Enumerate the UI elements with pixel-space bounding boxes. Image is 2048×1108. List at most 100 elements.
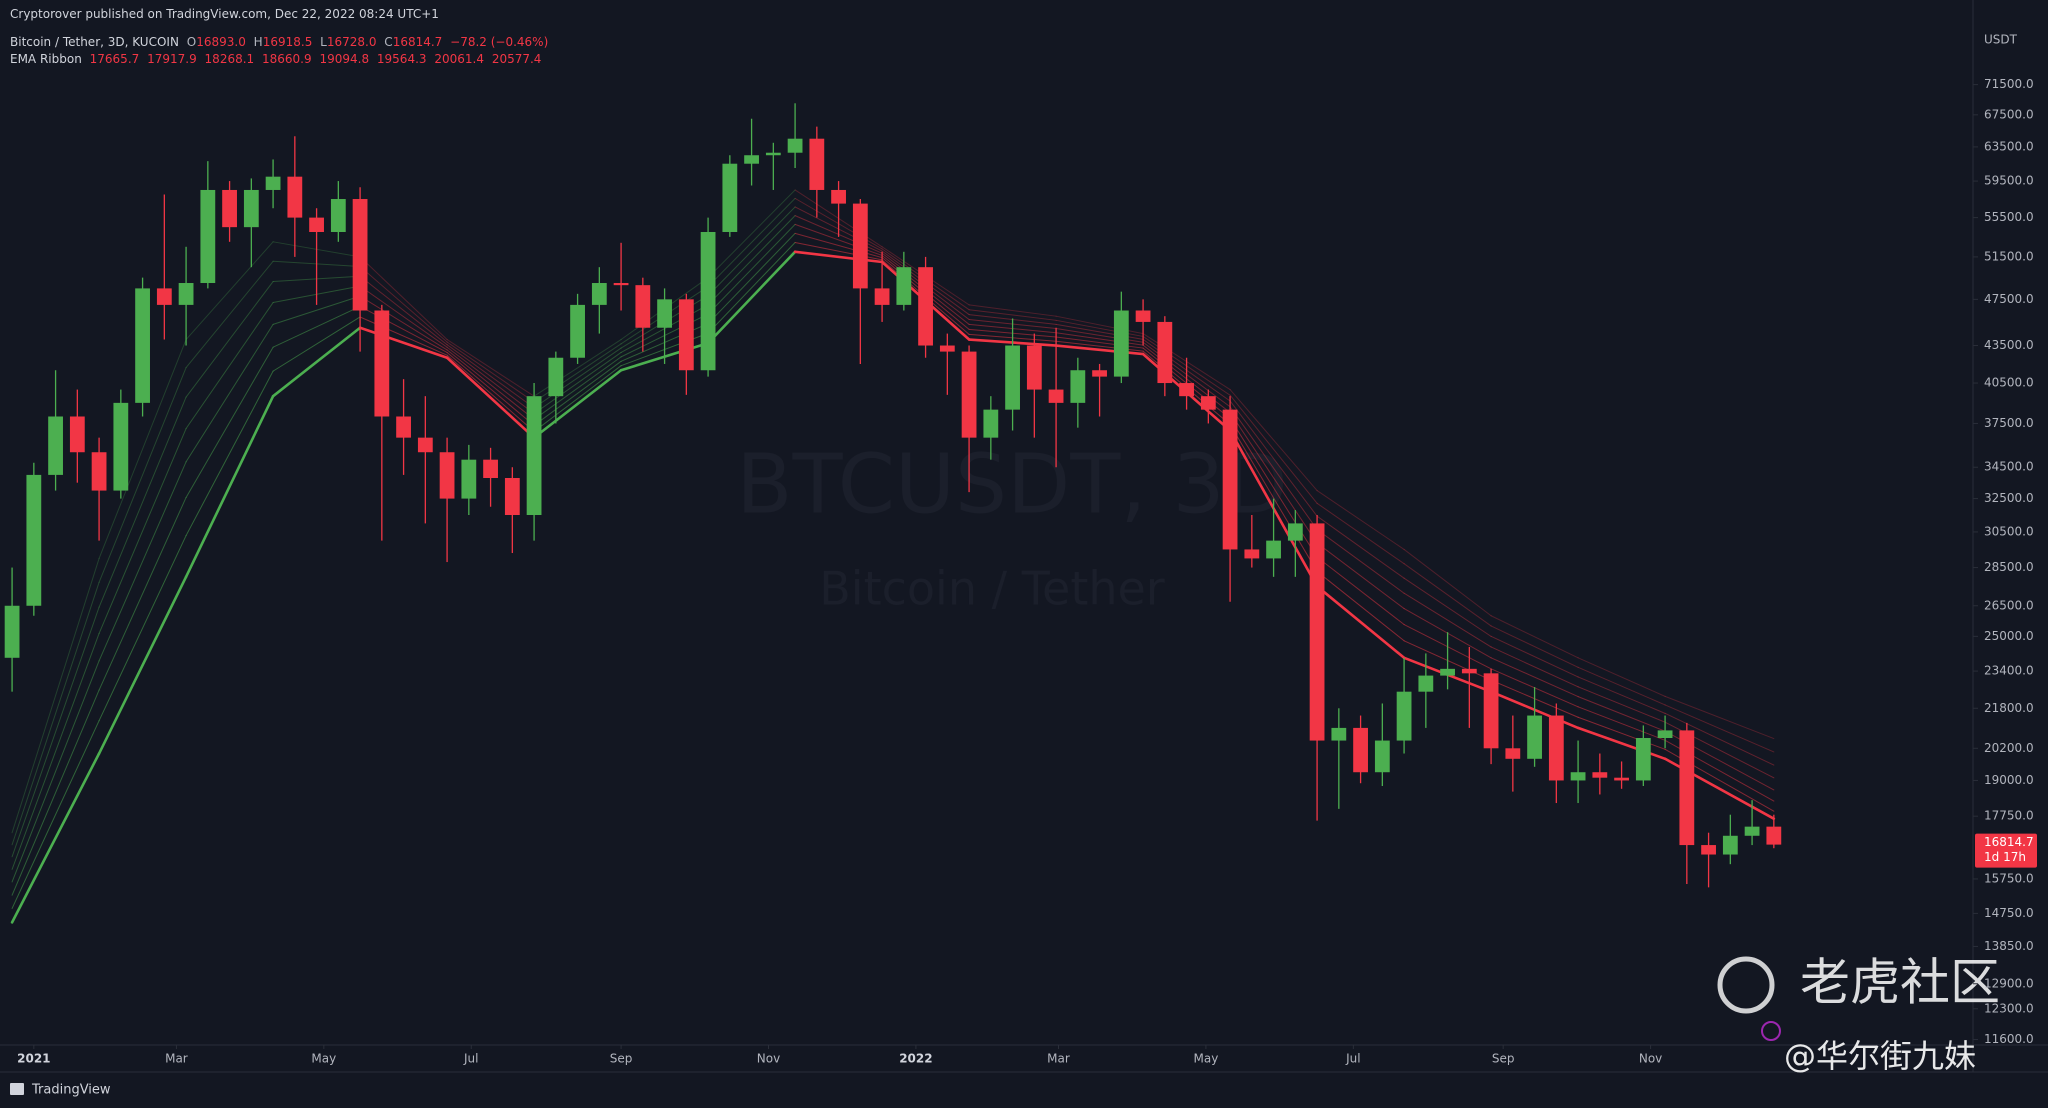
ema-ribbon-segment xyxy=(707,189,796,279)
ema-ribbon-segment xyxy=(707,206,796,297)
change: −78.2 (−0.46%) xyxy=(450,35,549,49)
candle-body xyxy=(287,176,303,218)
alert-icon[interactable] xyxy=(1761,1021,1781,1041)
ema-ribbon-segment xyxy=(707,215,796,306)
candle-body xyxy=(1744,826,1760,836)
ema-ribbon-segment xyxy=(359,256,448,341)
last-price: 16814.7 xyxy=(1984,835,2034,849)
ema-value: 20577.4 xyxy=(491,52,542,66)
publisher: Cryptorover published on TradingView.com… xyxy=(10,7,439,21)
ema-ribbon-segment xyxy=(446,354,535,432)
candle-body xyxy=(1222,409,1238,550)
ema-ribbon-segment xyxy=(10,752,101,924)
candle-body xyxy=(1135,310,1151,322)
ema-ribbon-segment xyxy=(185,370,274,537)
candle-body xyxy=(69,416,85,453)
ema-ribbon-segment xyxy=(98,367,187,583)
candle-body xyxy=(265,176,281,190)
candle-body xyxy=(1396,691,1412,741)
candle-body xyxy=(722,163,738,232)
ema-ribbon-segment xyxy=(1577,686,1666,723)
ema-ribbon-segment xyxy=(11,689,100,896)
y-tick-label: 25000.0 xyxy=(1984,629,2034,643)
ema-ribbon-segment xyxy=(1316,502,1405,565)
ema-ribbon-segment xyxy=(272,316,361,372)
y-tick-label: 12300.0 xyxy=(1984,1001,2034,1015)
ema-ribbon-segment xyxy=(185,241,274,341)
candle-body xyxy=(1157,321,1173,384)
candle-body xyxy=(1374,740,1390,773)
candle-body xyxy=(1113,310,1129,377)
ema-ribbon-segment xyxy=(11,660,100,883)
ema-ribbon-segment xyxy=(185,323,274,463)
candle-body xyxy=(48,416,63,475)
candle-body xyxy=(1092,370,1107,377)
y-tick-label: 32500.0 xyxy=(1984,491,2034,505)
ema-ribbon-segment xyxy=(1316,529,1405,594)
ema-ribbon-segment xyxy=(1490,646,1579,688)
x-tick-label: Jul xyxy=(1345,1052,1360,1066)
x-tick-label: Sep xyxy=(1492,1052,1515,1066)
candle-body xyxy=(787,138,803,153)
ema-value: 17917.9 xyxy=(147,52,197,66)
ema-ribbon-segment xyxy=(446,351,535,426)
ema-ribbon-segment xyxy=(1316,556,1405,626)
ema-ribbon-segment xyxy=(185,281,274,398)
ema-ribbon-segment xyxy=(533,347,622,409)
ema-ribbon-segment xyxy=(533,351,622,415)
y-tick-label: 26500.0 xyxy=(1984,598,2034,612)
ema-value: 18660.9 xyxy=(262,52,312,66)
ema-ribbon-segment xyxy=(1316,515,1405,579)
candle-body xyxy=(1614,777,1629,781)
ema-ribbon-segment xyxy=(1229,412,1318,544)
ema-ribbon-segment xyxy=(1490,625,1579,668)
ema-ribbon-segment xyxy=(706,250,797,345)
y-tick-label: 63500.0 xyxy=(1984,139,2034,153)
candle-body xyxy=(1766,826,1782,845)
ohlc-label: L xyxy=(320,35,327,49)
candle-body xyxy=(1461,668,1477,674)
watermark-symbol: BTCUSDT, 3D xyxy=(736,437,1288,532)
ema-ribbon-segment xyxy=(1229,400,1318,517)
ema-ribbon-segment xyxy=(1576,726,1667,761)
y-tick-label: 30500.0 xyxy=(1984,524,2034,538)
candle-body xyxy=(4,605,20,658)
candle-body xyxy=(1570,772,1586,781)
ema-ribbon-segment xyxy=(1403,563,1492,627)
ema-ribbon-segment xyxy=(1316,490,1405,550)
ema-ribbon-segment xyxy=(1316,542,1405,610)
ema-ribbon-segment xyxy=(446,341,535,403)
overlay-logo: 老虎社区 xyxy=(1800,954,2000,1012)
overlay-author: @华尔街九妹 xyxy=(1784,1037,1976,1075)
candle-body xyxy=(1179,383,1194,397)
candle-body xyxy=(26,474,42,606)
candle-body xyxy=(1679,730,1695,846)
candle-body xyxy=(831,189,846,204)
ema-ribbon-segment xyxy=(98,496,187,691)
candle-body xyxy=(1592,772,1608,778)
ohlc-value: 16893.0 xyxy=(196,35,246,49)
y-tick-label: 12900.0 xyxy=(1984,976,2034,990)
ema-ribbon-segment xyxy=(358,326,449,360)
y-tick-label: 59500.0 xyxy=(1984,174,2034,188)
ema-ribbon-segment xyxy=(98,535,187,722)
candle-body xyxy=(504,478,520,516)
candle-body xyxy=(1200,396,1216,410)
ema-ribbon-segment xyxy=(1577,696,1666,732)
ema-ribbon-segment xyxy=(533,365,622,432)
ema-ribbon-segment xyxy=(533,360,622,426)
ema-ribbon-segment xyxy=(1229,394,1318,504)
candle-body xyxy=(374,310,390,417)
ema-ribbon-segment xyxy=(1403,577,1492,637)
ema-ribbon-segment xyxy=(97,575,188,755)
candle-body xyxy=(896,267,912,305)
ema-ribbon-segment xyxy=(185,346,274,498)
candle-body xyxy=(1287,523,1303,541)
ema-ribbon-segment xyxy=(185,302,274,430)
candle-body xyxy=(1701,845,1716,855)
candle-body xyxy=(1527,715,1542,759)
ema-ribbon-segment xyxy=(1055,323,1144,340)
ema-ribbon-segment xyxy=(185,260,274,369)
y-tick-label: 37500.0 xyxy=(1984,416,2034,430)
